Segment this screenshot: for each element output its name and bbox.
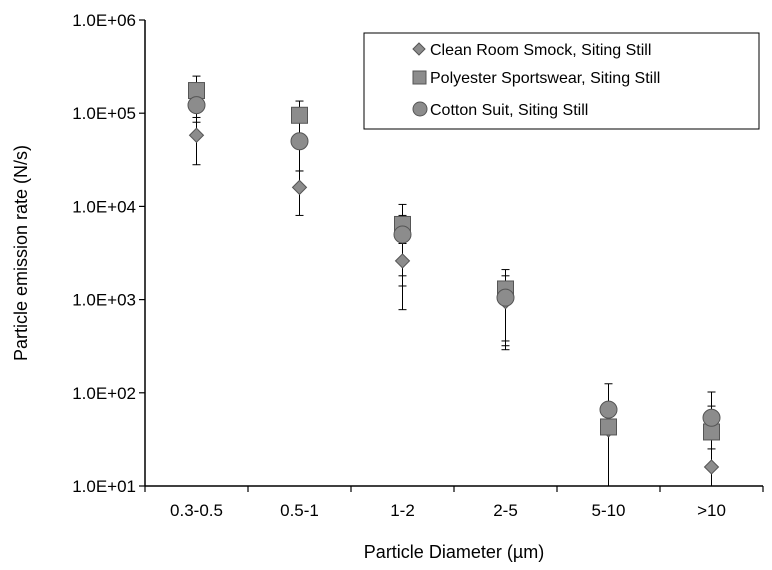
x-tick-label: >10	[697, 501, 726, 520]
smock-diamond-point	[188, 127, 205, 143]
cotton-circle-point	[599, 400, 618, 419]
data-markers	[187, 82, 721, 475]
legend-entry-cotton-suit: Cotton Suit, Siting Still	[412, 101, 588, 119]
y-axis-label: Particle emission rate (N/s)	[11, 145, 31, 361]
smock-diamond-point	[394, 253, 411, 269]
legend-square-marker	[412, 70, 427, 85]
y-tick-label: 1.0E+03	[72, 291, 136, 310]
legend-entry-polyester-sportswear: Polyester Sportswear, Siting Still	[412, 70, 660, 87]
smock-diamond-point	[703, 459, 720, 475]
smock-diamond-point	[291, 179, 308, 196]
legend-diamond-marker	[412, 42, 426, 56]
x-tick-label: 1-2	[390, 501, 415, 520]
x-axis-label: Particle Diameter (µm)	[364, 542, 544, 562]
y-tick-label: 1.0E+06	[72, 11, 136, 30]
y-tick-label: 1.0E+01	[72, 477, 136, 496]
x-tick-label: 0.3-0.5	[170, 501, 223, 520]
cotton-circle-point	[187, 96, 206, 115]
polyester-square-point	[291, 106, 308, 124]
error-bars	[192, 75, 716, 486]
legend-circle-marker	[412, 101, 428, 117]
legend-entry-clean-room-smock: Clean Room Smock, Siting Still	[412, 42, 651, 59]
y-tick-label: 1.0E+02	[72, 384, 136, 403]
x-tick-label: 0.5-1	[280, 501, 319, 520]
legend-label: Polyester Sportswear, Siting Still	[430, 70, 660, 87]
x-tick-label: 2-5	[493, 501, 518, 520]
cotton-circle-point	[290, 132, 309, 151]
cotton-circle-point	[702, 408, 721, 427]
legend-box	[363, 32, 760, 130]
cotton-circle-point	[496, 288, 515, 307]
x-axis-ticks: 0.3-0.5 0.5-1 1-2 2-5 5-10 >10	[144, 486, 764, 520]
polyester-square-point	[188, 82, 205, 100]
legend: Clean Room Smock, Siting Still Polyester…	[363, 32, 760, 130]
y-tick-label: 1.0E+04	[72, 197, 136, 216]
legend-label: Cotton Suit, Siting Still	[430, 102, 588, 119]
y-tick-label: 1.0E+05	[72, 104, 136, 123]
polyester-square-point	[600, 418, 617, 436]
cotton-circle-point	[393, 225, 412, 244]
legend-label: Clean Room Smock, Siting Still	[430, 42, 651, 59]
x-tick-label: 5-10	[591, 501, 625, 520]
y-axis-ticks: 1.0E+01 1.0E+02 1.0E+03 1.0E+04 1.0E+05 1.0E+…	[72, 11, 145, 496]
